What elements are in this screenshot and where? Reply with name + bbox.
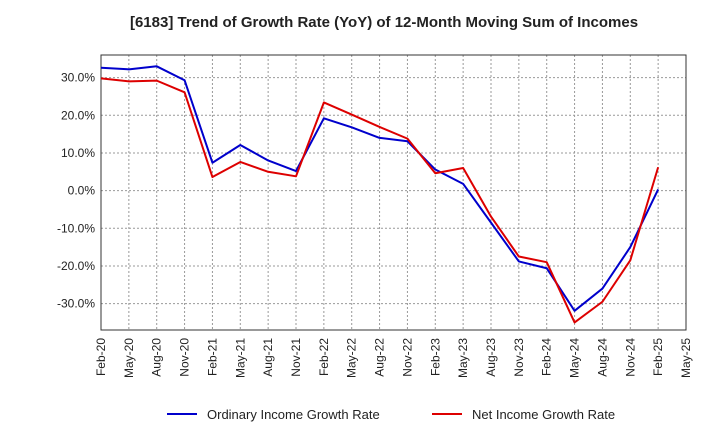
y-tick-label: 30.0% — [61, 71, 95, 85]
y-tick-label: -20.0% — [57, 259, 95, 273]
x-tick-label: Feb-20 — [94, 338, 108, 376]
legend-label-net: Net Income Growth Rate — [472, 407, 615, 422]
legend-label-ordinary: Ordinary Income Growth Rate — [207, 407, 380, 422]
x-tick-label: Feb-23 — [428, 338, 442, 376]
x-tick-label: Aug-21 — [261, 338, 275, 377]
x-tick-label: Nov-20 — [178, 338, 192, 377]
x-tick-label: May-20 — [122, 338, 136, 378]
x-tick-label: May-23 — [456, 338, 470, 378]
x-tick-label: May-21 — [233, 338, 247, 378]
y-tick-label: -10.0% — [57, 221, 95, 235]
legend: Ordinary Income Growth Rate Net Income G… — [167, 407, 615, 422]
series-line-ordinary-income — [100, 65, 660, 312]
x-tick-label: May-25 — [679, 338, 693, 378]
chart-title: [6183] Trend of Growth Rate (YoY) of 12-… — [130, 14, 638, 31]
x-tick-label: Aug-24 — [595, 338, 609, 377]
x-tick-label: Feb-21 — [205, 338, 219, 376]
x-axis: Feb-20 May-20 Aug-20 Nov-20 Feb-21 May-21 Aug-… — [94, 338, 693, 378]
x-tick-label: Feb-22 — [317, 338, 331, 376]
x-tick-label: May-22 — [345, 338, 359, 378]
x-tick-label: Feb-24 — [540, 338, 554, 376]
y-tick-label: 10.0% — [61, 146, 95, 160]
y-tick-label: 20.0% — [61, 108, 95, 122]
x-tick-label: May-24 — [568, 338, 582, 378]
x-tick-label: Aug-23 — [484, 338, 498, 377]
x-tick-label: Nov-22 — [400, 338, 414, 377]
grid — [101, 55, 686, 330]
x-tick-label: Nov-21 — [289, 338, 303, 377]
x-tick-label: Aug-22 — [373, 338, 387, 377]
y-axis: 30.0% 20.0% 10.0% 0.0% -10.0% -20.0% -30.0% — [57, 71, 95, 311]
x-tick-label: Feb-25 — [651, 338, 665, 376]
y-tick-label: -30.0% — [57, 297, 95, 311]
x-tick-label: Nov-24 — [623, 338, 637, 377]
x-tick-label: Aug-20 — [150, 338, 164, 377]
plot-frame — [100, 54, 687, 331]
series-line-net-income — [100, 77, 660, 324]
series-lines — [100, 65, 660, 324]
y-tick-label: 0.0% — [68, 184, 96, 198]
x-tick-label: Nov-23 — [512, 338, 526, 377]
